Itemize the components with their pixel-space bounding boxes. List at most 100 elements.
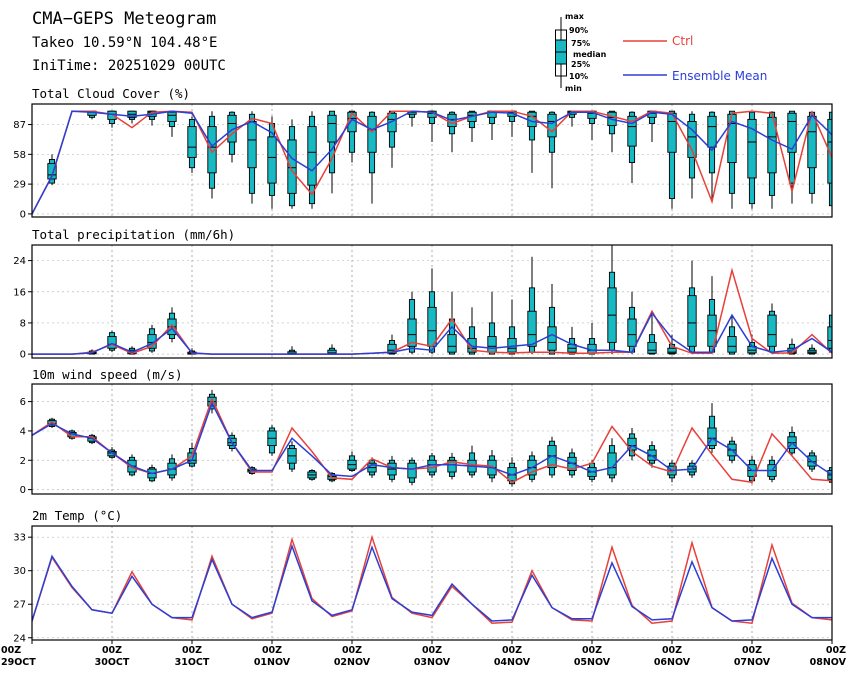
box-inner [387, 343, 397, 354]
key-label-min: min [565, 84, 582, 93]
ensemble-box [807, 344, 817, 355]
box-inner [267, 136, 277, 184]
ensemble-box [747, 111, 757, 209]
key-label-max: max [565, 12, 585, 21]
ensemble-box [687, 111, 697, 199]
box-inner [247, 121, 257, 169]
panel-frame [31, 103, 833, 218]
ensemble-mean-line [32, 401, 832, 478]
box-inner [547, 326, 557, 351]
box-inner [767, 116, 777, 174]
box-inner [367, 115, 377, 153]
box-inner [167, 111, 177, 122]
ctrl-line [32, 267, 832, 355]
ctrl-line [32, 534, 832, 625]
ensemble-box [767, 303, 777, 355]
ensemble-box [687, 260, 697, 355]
ensemble-box [627, 111, 637, 184]
box-inner [407, 462, 417, 479]
y-tick-label: 0 [20, 350, 26, 361]
ensemble-box [447, 452, 457, 480]
panel-title-wind: 10m wind speed (m/s) [32, 367, 183, 382]
box-inner [687, 121, 697, 158]
y-tick-label: 2 [20, 456, 26, 467]
box-inner [647, 341, 657, 354]
legend-ctrl-label: Ctrl [672, 34, 693, 48]
box-inner [447, 459, 457, 473]
x-tick-hour: 00Z [502, 645, 522, 656]
x-tick-day: 02NOV [334, 657, 371, 668]
box-inner [707, 115, 717, 148]
y-tick-label: 30 [13, 566, 26, 577]
x-tick-day: 31OCT [175, 657, 210, 668]
ensemble-box [707, 111, 717, 199]
ensemble-box [387, 455, 397, 483]
key-label-p75: 75% [571, 39, 590, 48]
x-tick-day: 08NOV [810, 657, 847, 668]
box-inner [627, 437, 637, 451]
y-tick-label: 33 [13, 533, 26, 544]
ensemble-box [767, 111, 777, 209]
y-tick-label: 24 [13, 256, 26, 267]
x-tick-hour: 00Z [582, 645, 602, 656]
box-inner [187, 126, 197, 158]
key-label-p90: 90% [569, 26, 588, 35]
ensemble-box [327, 110, 337, 194]
y-tick-label: 24 [13, 633, 26, 644]
panel-cloud-cover: Total Cloud Cover (%) 0 29 58 87 [13, 86, 833, 220]
box-inner [667, 347, 677, 354]
ensemble-box [647, 110, 657, 143]
y-tick-label: 0 [20, 209, 26, 220]
box-inner [627, 318, 637, 347]
plot-area [32, 534, 832, 625]
ensemble-box [707, 276, 717, 355]
ensemble-box [207, 111, 217, 199]
ensemble-box [547, 283, 557, 355]
line-legend: Ctrl Ensemble Mean [623, 34, 767, 83]
ensemble-box [287, 346, 297, 355]
ensemble-box [487, 291, 497, 355]
y-tick-label: 6 [20, 397, 26, 408]
y-tick-label: 8 [20, 318, 26, 329]
ensemble-box [167, 110, 177, 137]
ensemble-box [407, 291, 417, 355]
box-inner [687, 295, 697, 347]
ensemble-box [427, 268, 437, 355]
ensemble-mean-line [32, 311, 832, 355]
ensemble-box [347, 451, 357, 472]
ensemble-box [127, 110, 137, 124]
x-tick-day: 03NOV [414, 657, 451, 668]
ensemble-box [487, 110, 497, 140]
box-inner [848, 475, 856, 481]
ensemble-box [427, 110, 437, 143]
panel-temperature: 2m Temp (°C) 24 27 30 33 [13, 508, 833, 644]
box-inner [207, 126, 217, 174]
y-tick-label: 4 [20, 426, 26, 437]
ensemble-box [307, 111, 317, 209]
x-tick-day: 07NOV [734, 657, 771, 668]
ensemble-box [187, 116, 197, 173]
ensemble-box [627, 291, 637, 355]
ensemble-box [267, 425, 277, 456]
ensemble-box [767, 455, 777, 483]
box-outer [849, 472, 854, 484]
y-tick-label: 58 [13, 150, 26, 161]
ensemble-box [367, 111, 377, 204]
panel-title-precip: Total precipitation (mm/6h) [32, 227, 235, 242]
x-tick-day: 06NOV [654, 657, 691, 668]
x-tick-day: 04NOV [494, 657, 531, 668]
box-inner [287, 139, 297, 194]
ensemble-box [647, 315, 657, 355]
box-legend-key: max 90% 75% median 25% 10% min [555, 12, 607, 93]
ensemble-box [707, 403, 717, 453]
x-tick-day: 29OCT [1, 657, 36, 668]
box-inner [327, 114, 337, 143]
ensemble-box [787, 338, 797, 355]
station-location: Takeo 10.59°N 104.48°E [32, 35, 217, 51]
ensemble-box [307, 469, 317, 481]
panel-frame [31, 383, 833, 495]
panel-precipitation: Total precipitation (mm/6h) 0 8 16 24 [13, 227, 833, 361]
key-label-p25: 25% [571, 60, 590, 69]
ensemble-box [447, 111, 457, 153]
